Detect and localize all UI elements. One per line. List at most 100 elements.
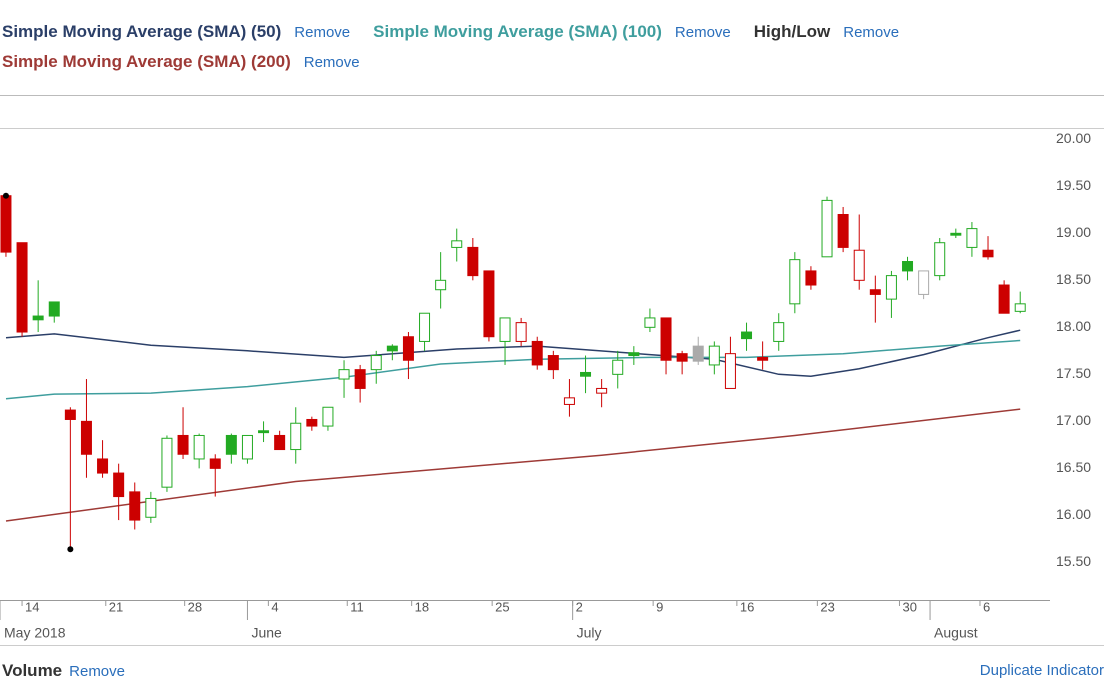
x-tick-label: 9 bbox=[656, 599, 663, 614]
y-tick-label: 18.50 bbox=[1056, 271, 1091, 287]
month-label: August bbox=[934, 625, 978, 641]
candle-body bbox=[515, 322, 527, 342]
candle-body bbox=[724, 353, 736, 389]
candle-body bbox=[113, 472, 125, 498]
candle-body bbox=[805, 270, 817, 286]
y-tick-label: 19.50 bbox=[1056, 177, 1091, 193]
volume-title: Volume bbox=[2, 661, 63, 680]
x-tick-label: 21 bbox=[109, 599, 123, 614]
candle-body bbox=[628, 352, 640, 357]
x-tick-label: 28 bbox=[188, 599, 202, 614]
candle-body bbox=[644, 317, 656, 328]
candle-body bbox=[322, 406, 334, 427]
candle-body bbox=[241, 434, 253, 460]
candle-body bbox=[918, 270, 930, 295]
volume-row: Volume Remove Duplicate Indicator bbox=[2, 658, 1104, 685]
legend-item: Simple Moving Average (SMA) (200) Remove bbox=[2, 47, 360, 77]
remove-link[interactable]: Remove bbox=[294, 24, 351, 41]
candle-body bbox=[193, 434, 205, 460]
candle-body bbox=[998, 284, 1010, 314]
candle-body bbox=[451, 240, 463, 248]
candle-body bbox=[982, 249, 994, 258]
candle-body bbox=[531, 340, 543, 366]
remove-link[interactable]: Remove bbox=[69, 663, 125, 680]
x-tick-label: 23 bbox=[820, 599, 834, 614]
candle-body bbox=[419, 312, 431, 342]
legend-title: Simple Moving Average (SMA) (50) bbox=[2, 22, 282, 41]
candle-body bbox=[177, 434, 189, 455]
month-label: May 2018 bbox=[4, 625, 66, 641]
remove-link[interactable]: Remove bbox=[843, 24, 900, 41]
legend-item: High/Low Remove bbox=[754, 17, 899, 47]
x-tick-label: 6 bbox=[983, 599, 990, 614]
candle-body bbox=[16, 242, 28, 333]
candle-body bbox=[225, 434, 237, 455]
sma-line bbox=[5, 408, 1021, 522]
candle-body bbox=[467, 246, 479, 277]
duplicate-link[interactable]: Duplicate Indicator bbox=[979, 662, 1104, 679]
candle-body bbox=[821, 199, 833, 258]
x-tick-label: 2 bbox=[576, 599, 583, 614]
legend-title: Simple Moving Average (SMA) (200) bbox=[2, 52, 291, 71]
x-tick-label: 30 bbox=[902, 599, 916, 614]
candle-body bbox=[757, 356, 769, 361]
x-tick-label: 18 bbox=[415, 599, 429, 614]
candle-body bbox=[64, 409, 76, 420]
candle-body bbox=[660, 317, 672, 361]
candle-body bbox=[612, 359, 624, 375]
candle-body bbox=[580, 371, 592, 377]
candle-body bbox=[370, 355, 382, 371]
x-tick-label: 4 bbox=[271, 599, 278, 614]
candle-body bbox=[499, 317, 511, 342]
candle-body bbox=[161, 437, 173, 488]
candle-body bbox=[837, 214, 849, 248]
candle-body bbox=[869, 289, 881, 295]
candle-body bbox=[692, 345, 704, 362]
remove-link[interactable]: Remove bbox=[674, 24, 731, 41]
y-tick-label: 18.00 bbox=[1056, 318, 1091, 334]
y-tick-label: 15.50 bbox=[1056, 553, 1091, 569]
candle-body bbox=[966, 228, 978, 248]
candle-body bbox=[885, 275, 897, 300]
candle-body bbox=[483, 270, 495, 338]
candle-body bbox=[338, 369, 350, 380]
candle-body bbox=[209, 458, 221, 469]
y-tick-label: 16.50 bbox=[1056, 459, 1091, 475]
y-tick-label: 17.00 bbox=[1056, 412, 1091, 428]
x-tick-label: 25 bbox=[495, 599, 509, 614]
candle-body bbox=[1014, 303, 1026, 312]
y-tick-label: 17.50 bbox=[1056, 365, 1091, 381]
y-tick-label: 16.00 bbox=[1056, 506, 1091, 522]
x-tick-label: 14 bbox=[25, 599, 39, 614]
candle-body bbox=[386, 345, 398, 352]
candle-body bbox=[306, 418, 318, 427]
candle-body bbox=[97, 458, 109, 474]
legend-title: High/Low bbox=[753, 22, 831, 41]
candle-body bbox=[950, 232, 962, 236]
high-dot bbox=[2, 192, 9, 199]
candle-body bbox=[48, 301, 60, 317]
candle-body bbox=[596, 387, 608, 394]
month-label: July bbox=[577, 625, 602, 641]
candle-body bbox=[741, 331, 753, 340]
candle-body bbox=[435, 279, 447, 291]
candle-body bbox=[145, 497, 157, 518]
legend-item: Simple Moving Average (SMA) (50) Remove bbox=[2, 17, 350, 47]
remove-link[interactable]: Remove bbox=[303, 54, 360, 71]
candle-body bbox=[32, 315, 44, 321]
low-dot bbox=[67, 546, 74, 553]
x-tick-label: 11 bbox=[350, 599, 364, 614]
candle-body bbox=[129, 491, 141, 521]
sma-line bbox=[5, 339, 1021, 400]
candle-body bbox=[708, 345, 720, 366]
candle-body bbox=[80, 420, 92, 455]
candle-body bbox=[934, 242, 946, 277]
candle-body bbox=[258, 430, 270, 434]
sma-line bbox=[5, 329, 1021, 377]
candle-body bbox=[676, 353, 688, 362]
candle-body bbox=[290, 422, 302, 451]
candle-body bbox=[354, 369, 366, 389]
candle-body bbox=[563, 397, 575, 405]
